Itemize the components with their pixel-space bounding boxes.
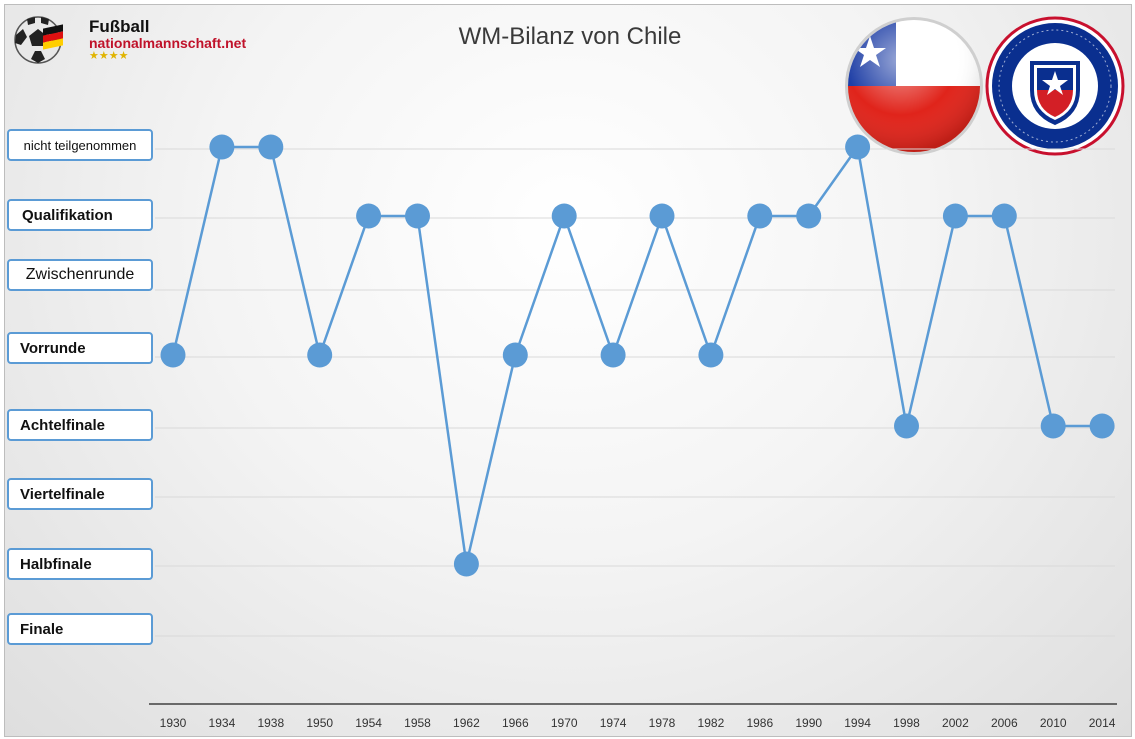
category-label-box: Achtelfinale <box>7 409 153 441</box>
category-label-box: Viertelfinale <box>7 478 153 510</box>
data-point[interactable] <box>307 342 333 368</box>
data-point[interactable] <box>405 203 430 229</box>
data-point[interactable] <box>258 134 284 160</box>
x-tick-label: 1998 <box>893 716 920 730</box>
x-tick-label: 1982 <box>698 716 725 730</box>
gridlines <box>155 148 1115 637</box>
x-tick-label: 1930 <box>160 716 187 730</box>
x-tick-label: 1962 <box>453 716 480 730</box>
category-label-box: Finale <box>7 613 153 645</box>
chart-frame: Fußball nationalmannschaft.net ★★★★ WM-B… <box>4 4 1132 737</box>
category-label-box: Vorrunde <box>7 332 153 364</box>
x-tick-label: 1986 <box>746 716 773 730</box>
football-icon <box>14 16 63 64</box>
data-point[interactable] <box>551 203 577 229</box>
x-tick-label: 2014 <box>1089 716 1116 730</box>
data-point[interactable] <box>502 342 528 368</box>
logo-stars: ★★★★ <box>89 49 129 62</box>
series-line <box>171 145 1103 566</box>
data-point[interactable] <box>600 342 626 368</box>
x-tick-label: 1934 <box>209 716 236 730</box>
x-tick-labels: 1930 1934 1938 1950 1954 1958 1962 1966 1970 1974… <box>160 716 1116 730</box>
data-point[interactable] <box>209 134 235 160</box>
data-point[interactable] <box>1089 413 1115 439</box>
x-tick-label: 1990 <box>795 716 822 730</box>
x-tick-label: 1958 <box>404 716 431 730</box>
x-tick-label: 2002 <box>942 716 969 730</box>
x-tick-label: 1966 <box>502 716 529 730</box>
data-point[interactable] <box>1040 413 1066 439</box>
category-label-box: Zwischenrunde <box>7 259 153 291</box>
data-point[interactable] <box>453 551 479 577</box>
x-tick-label: 2006 <box>991 716 1018 730</box>
x-tick-label: 1970 <box>551 716 578 730</box>
x-tick-label: 1950 <box>306 716 333 730</box>
site-logo[interactable]: Fußball nationalmannschaft.net ★★★★ <box>11 11 251 71</box>
data-point[interactable] <box>747 203 773 229</box>
x-tick-label: 1938 <box>257 716 284 730</box>
category-label-box: nicht teilgenommen <box>7 129 153 161</box>
data-point[interactable] <box>796 203 822 229</box>
x-tick-label: 1954 <box>355 716 382 730</box>
x-tick-label: 1974 <box>600 716 627 730</box>
x-tick-label: 1978 <box>649 716 676 730</box>
federacion-crest-icon <box>985 16 1125 156</box>
data-point[interactable] <box>649 203 675 229</box>
chile-flag-icon <box>845 17 983 155</box>
x-tick-label: 2010 <box>1040 716 1067 730</box>
chart-title: WM-Bilanz von Chile <box>458 23 682 50</box>
line-chart: 1930 1934 1938 1950 1954 1958 1962 1966 1970 1974… <box>149 134 1117 730</box>
data-point[interactable] <box>845 134 871 160</box>
category-label-box: Halbfinale <box>7 548 153 580</box>
logo-title: Fußball <box>89 17 150 36</box>
data-point[interactable] <box>698 342 724 368</box>
data-point[interactable] <box>160 342 186 368</box>
data-points <box>160 134 1115 577</box>
data-point[interactable] <box>942 203 968 229</box>
x-tick-label: 1994 <box>844 716 871 730</box>
data-point[interactable] <box>356 203 382 229</box>
data-point[interactable] <box>894 413 919 439</box>
logo-site: nationalmannschaft.net <box>89 35 247 51</box>
category-label-box: Qualifikation <box>7 199 153 231</box>
data-point[interactable] <box>991 203 1017 229</box>
